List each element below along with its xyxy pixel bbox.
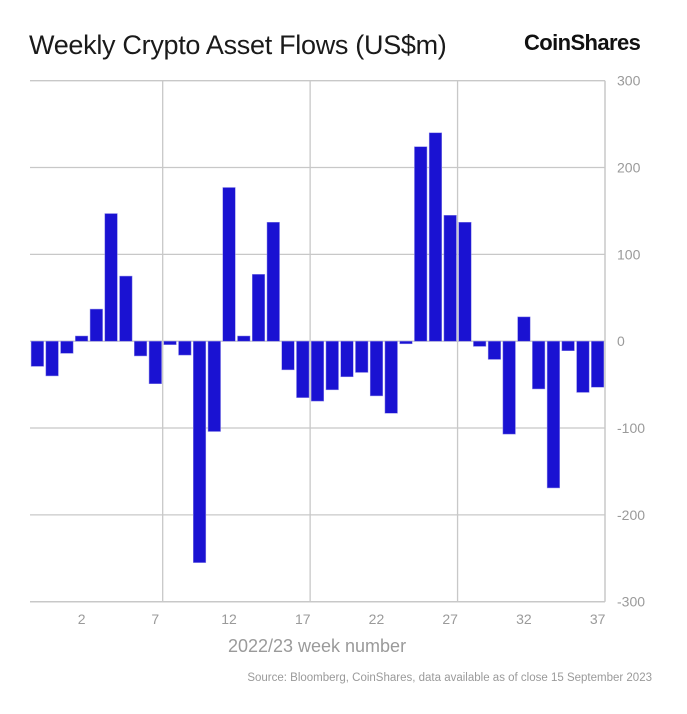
x-axis-label: 2022/23 week number [228,636,406,656]
bar-week-9 [178,340,192,356]
bar-week-35 [561,340,575,352]
bar-week-14 [252,274,266,342]
bar-week-23 [384,340,398,414]
bar-week-8 [163,340,177,345]
x-tick-label: 32 [516,611,532,627]
x-tick-label: 12 [221,611,237,627]
bar-week-6 [134,340,148,357]
bar-week-16 [281,340,295,371]
bar-week-27 [443,215,457,342]
y-tick-labels: 300 200 100 0 -100 -200 -300 [617,73,645,610]
bar-week-13 [237,335,251,342]
bar-week-21 [355,340,369,373]
y-tick-label: -300 [617,594,645,610]
bar-week-32 [517,316,531,342]
bar-week-5 [119,275,133,342]
y-tick-label: -100 [617,420,645,436]
source-note: Source: Bloomberg, CoinShares, data avai… [247,672,652,684]
bar-week-51 [30,340,44,367]
bar-week-4 [104,213,118,342]
chart-title: Weekly Crypto Asset Flows (US$m) [29,30,447,60]
y-tick-label: 200 [617,160,641,176]
x-tick-label: 17 [295,611,311,627]
bar-week-17 [296,340,310,398]
bar-week-33 [532,340,546,390]
bar-week-3 [89,308,103,342]
axes [30,80,606,603]
bar-week-11 [207,340,221,432]
bar-week-20 [340,340,354,378]
bar-week-22 [369,340,383,397]
bar-week-29 [473,340,487,347]
y-tick-label: 100 [617,246,641,262]
bar-week-24 [399,340,413,345]
bar-week-28 [458,221,472,342]
y-tick-label: -200 [617,507,645,523]
bar-week-18 [310,340,325,402]
coinshares-logo: CoinShares [524,30,641,55]
x-tick-label: 37 [590,611,606,627]
bar-week-36 [576,340,590,393]
bar-week-37 [591,340,605,388]
bar-week-26 [428,132,442,342]
x-tick-label: 2 [78,611,86,627]
y-tick-label: 0 [617,333,625,349]
x-tick-labels: 2 7 12 17 22 27 32 37 [78,611,606,627]
bar-week-10 [193,340,207,563]
bar-week-31 [502,340,516,435]
y-tick-label: 300 [617,73,641,89]
bar-week-19 [325,340,339,391]
bar-week-15 [266,221,280,342]
bar-week-1 [60,340,74,354]
bar-week-30 [487,340,501,360]
x-tick-label: 27 [442,611,458,627]
bar-week-12 [222,187,236,342]
bar-week-34 [546,340,560,489]
x-tick-label: 7 [151,611,159,627]
bar-week-52 [45,340,59,377]
bars [30,132,605,563]
bar-week-7 [148,340,162,384]
x-tick-label: 22 [369,611,385,627]
bar-week-2 [75,335,89,342]
bar-week-25 [414,146,428,342]
